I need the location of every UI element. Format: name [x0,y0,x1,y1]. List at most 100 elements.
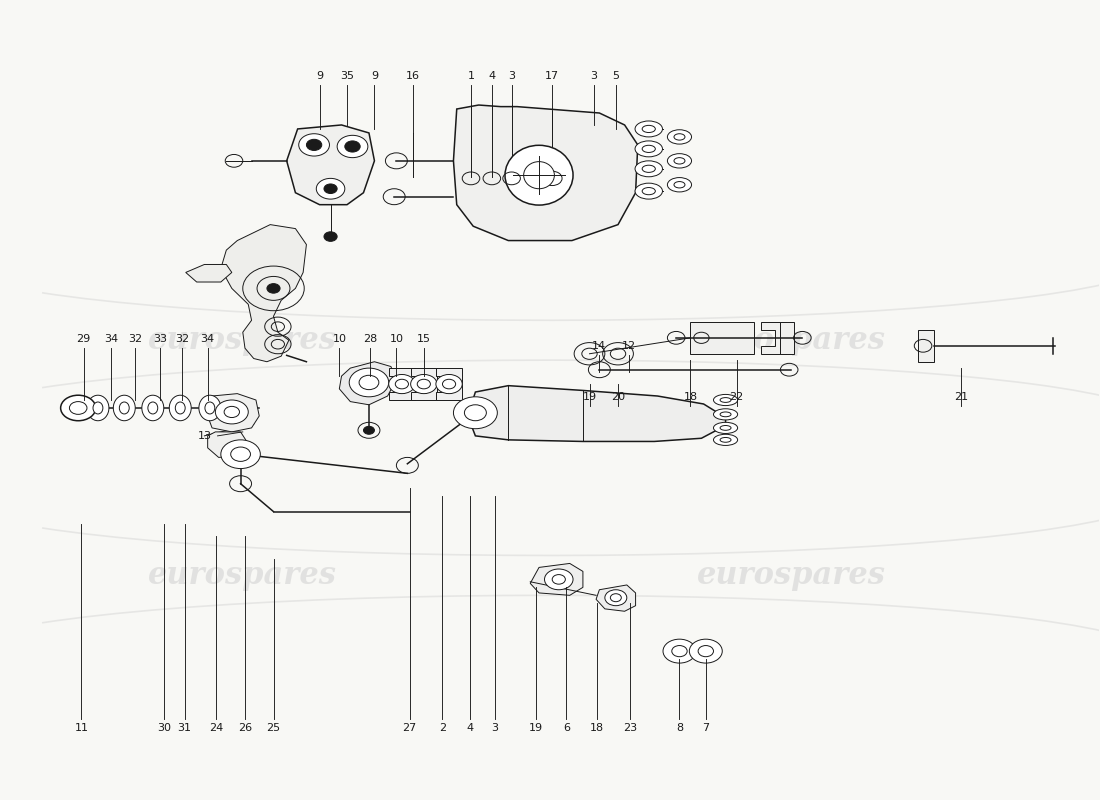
Ellipse shape [642,146,656,153]
Circle shape [698,646,714,657]
Ellipse shape [169,395,191,421]
Text: eurospares: eurospares [148,325,338,356]
Ellipse shape [524,162,554,189]
Text: 9: 9 [316,71,323,81]
Circle shape [672,646,688,657]
Text: 25: 25 [266,723,280,733]
Text: 8: 8 [675,723,683,733]
Text: 18: 18 [590,723,604,733]
Ellipse shape [668,130,692,144]
Circle shape [267,284,280,293]
Ellipse shape [674,182,685,188]
Circle shape [60,395,96,421]
Text: eurospares: eurospares [697,560,886,591]
Ellipse shape [674,158,685,164]
Text: 4: 4 [466,723,473,733]
Text: eurospares: eurospares [148,560,338,591]
Ellipse shape [113,395,135,421]
Circle shape [663,639,696,663]
Circle shape [221,440,261,469]
Text: 28: 28 [363,334,377,344]
Ellipse shape [720,438,732,442]
Polygon shape [221,225,307,362]
Text: 34: 34 [104,334,118,344]
Text: 14: 14 [592,341,606,350]
Text: 30: 30 [157,723,170,733]
Ellipse shape [635,121,662,137]
Ellipse shape [642,166,656,172]
Text: 18: 18 [683,391,697,402]
Ellipse shape [668,178,692,192]
Text: 26: 26 [238,723,252,733]
Text: 1: 1 [468,71,474,81]
Circle shape [324,184,337,194]
Polygon shape [453,105,638,241]
Circle shape [337,135,367,158]
Circle shape [410,374,437,394]
Text: 34: 34 [200,334,214,344]
Text: 21: 21 [955,391,968,402]
Circle shape [605,590,627,606]
Polygon shape [468,386,726,442]
Text: 3: 3 [508,71,515,81]
Text: 22: 22 [729,391,744,402]
Circle shape [349,368,388,397]
Text: 3: 3 [591,71,597,81]
Bar [691,322,755,354]
Circle shape [436,374,462,394]
Polygon shape [339,362,396,405]
Circle shape [324,232,337,242]
Ellipse shape [147,402,157,414]
Ellipse shape [142,395,164,421]
Text: 10: 10 [332,334,346,344]
Text: 33: 33 [154,334,167,344]
Text: 3: 3 [492,723,498,733]
Ellipse shape [668,154,692,168]
Ellipse shape [720,398,732,402]
Text: 6: 6 [563,723,570,733]
Text: 27: 27 [403,723,417,733]
Bar [780,322,793,354]
Circle shape [317,178,344,199]
Polygon shape [186,265,232,282]
Circle shape [544,569,573,590]
Circle shape [344,141,360,152]
Ellipse shape [175,402,185,414]
Text: 7: 7 [702,723,710,733]
Text: 2: 2 [439,723,446,733]
Text: 11: 11 [75,723,88,733]
Text: 19: 19 [529,723,542,733]
Ellipse shape [119,402,129,414]
Text: 9: 9 [371,71,378,81]
Text: 13: 13 [197,431,211,441]
Circle shape [299,134,330,156]
Polygon shape [410,368,437,400]
Ellipse shape [674,134,685,140]
Text: 29: 29 [77,334,91,344]
Text: 5: 5 [613,71,619,81]
Polygon shape [436,368,462,400]
Ellipse shape [714,409,738,420]
Polygon shape [208,394,260,432]
Ellipse shape [642,187,656,194]
Text: 24: 24 [209,723,223,733]
Polygon shape [530,563,583,595]
Polygon shape [596,585,636,611]
Text: 10: 10 [389,334,404,344]
Polygon shape [388,368,415,400]
Ellipse shape [94,402,103,414]
Text: 17: 17 [546,71,559,81]
Ellipse shape [505,146,573,205]
Text: 16: 16 [406,71,420,81]
Text: 12: 12 [621,341,636,350]
Text: 4: 4 [488,71,495,81]
Circle shape [307,139,322,150]
Text: 31: 31 [177,723,191,733]
Polygon shape [761,322,785,354]
Circle shape [363,426,374,434]
Ellipse shape [635,161,662,177]
Ellipse shape [642,126,656,133]
Ellipse shape [720,412,732,417]
Text: eurospares: eurospares [697,325,886,356]
Circle shape [453,397,497,429]
